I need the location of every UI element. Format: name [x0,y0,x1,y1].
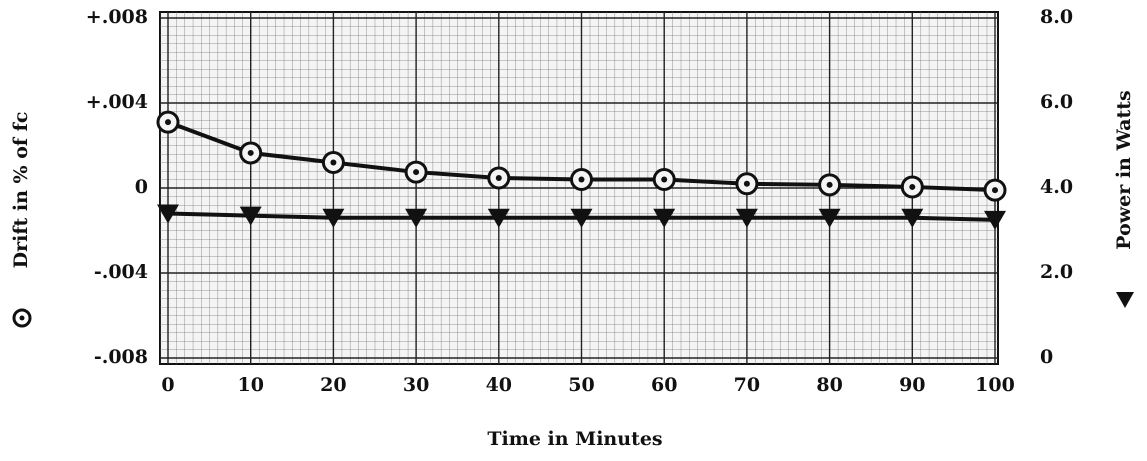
y2-label-marker [1116,292,1134,308]
x-axis-label: Time in Minutes [487,428,662,450]
triangle-marker [984,210,1006,230]
y-axis-label: Drift in % of fc [10,112,32,269]
y2-label-group: Power in Watts [1113,90,1135,308]
y-tick-label: +.008 [86,6,148,28]
y-label-group: Drift in % of fc [10,112,32,328]
circle-marker-dot [413,169,420,176]
y-tick-label: +.004 [86,91,148,113]
circle-marker-dot [495,175,502,182]
y-tick-label: 0 [135,176,148,198]
y2-axis-label: Power in Watts [1113,90,1135,249]
y2-tick-label: 8.0 [1040,6,1073,28]
triangle-marker [487,208,510,228]
triangle-marker [239,206,262,226]
y2-tick-label: 0 [1040,346,1053,368]
triangle-marker [735,208,758,228]
circle-marker-dot [578,176,585,183]
triangle-marker [157,204,179,224]
x-tick-label: 30 [403,374,429,396]
x-tick-label: 20 [320,374,346,396]
triangle-marker [901,208,924,228]
y2-tick-label: 6.0 [1040,91,1073,113]
x-tick-label: 70 [734,374,760,396]
x-tick-label: 10 [237,374,263,396]
triangle-marker [570,208,593,228]
x-tick-label: 0 [161,374,174,396]
circle-marker-dot [247,149,254,156]
circle-marker-dot [330,159,337,166]
circle-marker-dot [909,183,916,190]
triangle-marker [818,208,841,228]
triangle-marker [322,208,345,228]
y2-tick-label: 4.0 [1040,176,1073,198]
y-label-marker-dot [19,315,25,321]
circle-marker-dot [165,119,171,126]
y-tick-label: -.004 [94,261,148,283]
circle-marker-dot [743,180,750,187]
x-tick-label: 40 [486,374,512,396]
x-tick-label: 50 [568,374,594,396]
y-label-marker [12,308,32,328]
x-tick-label: 100 [975,374,1015,396]
x-tick-label: 90 [899,374,925,396]
y-tick-label: -.008 [94,346,148,368]
x-tick-label: 80 [816,374,842,396]
x-tick-label: 60 [651,374,677,396]
circle-marker-dot [826,181,833,188]
circle-marker-dot [661,176,668,183]
triangle-marker [653,208,676,228]
circle-marker-dot [992,187,998,194]
triangle-marker [405,208,428,228]
y2-tick-label: 2.0 [1040,261,1073,283]
